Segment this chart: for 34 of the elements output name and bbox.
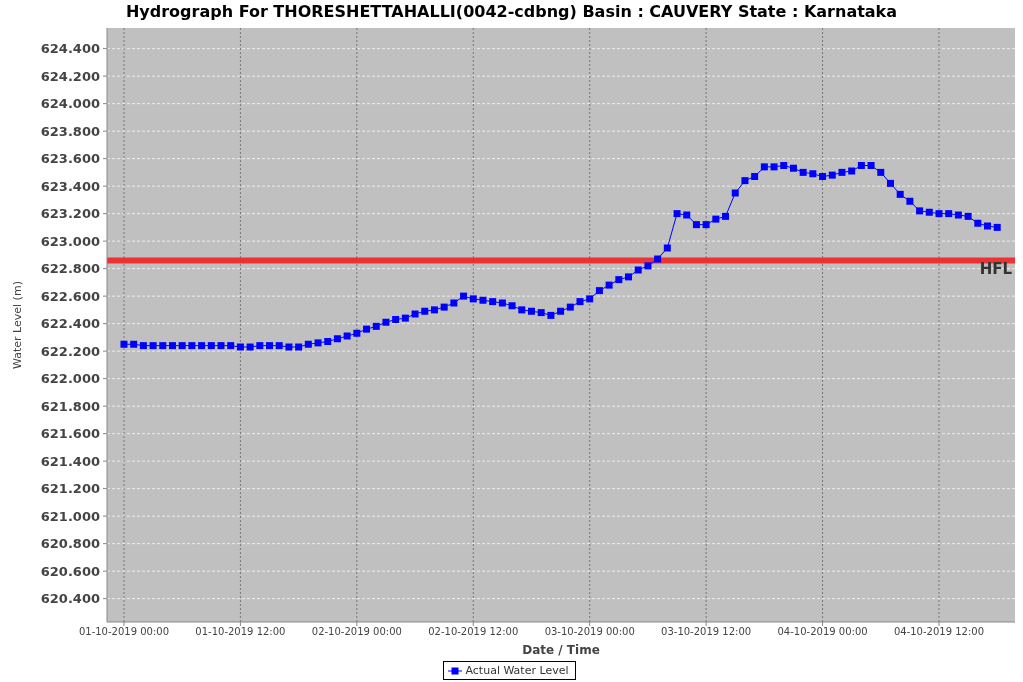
y-tick-label: 622.200 — [40, 343, 100, 359]
y-tick-label: 622.800 — [40, 261, 100, 277]
y-tick-label: 622.000 — [40, 371, 100, 387]
y-tick-label: 621.800 — [40, 398, 100, 414]
x-tick-label: 04-10-2019 12:00 — [893, 626, 985, 638]
ref-line-label: HFL — [979, 260, 1013, 279]
y-tick-label: 622.600 — [40, 288, 100, 304]
y-tick-label: 620.400 — [40, 591, 100, 607]
y-tick-label: 621.000 — [40, 508, 100, 524]
x-tick-label: 02-10-2019 00:00 — [311, 626, 402, 638]
y-tick-label: 620.800 — [40, 536, 100, 552]
x-tick-label: 03-10-2019 12:00 — [661, 626, 752, 638]
x-tick-label: 02-10-2019 12:00 — [428, 626, 519, 638]
y-tick-label: 622.400 — [40, 316, 100, 332]
x-axis-title: Date / Time — [522, 643, 600, 657]
y-tick-label: 624.000 — [40, 96, 100, 112]
legend-label: Actual Water Level — [465, 664, 569, 677]
x-tick-label: 01-10-2019 00:00 — [78, 626, 170, 638]
y-tick-label: 623.000 — [40, 233, 100, 249]
y-axis-title: Water Level (m) — [10, 281, 24, 369]
y-tick-label: 624.400 — [40, 41, 100, 57]
x-tick-label: 01-10-2019 12:00 — [195, 626, 286, 638]
x-tick-label: 04-10-2019 00:00 — [777, 626, 868, 638]
y-tick-label: 621.600 — [40, 426, 100, 442]
y-tick-label: 623.600 — [40, 151, 100, 167]
chart-title: Hydrograph For THORESHETTAHALLI(0042-cdbng) Basin : CAUVERY State : Karnataka — [124, 2, 899, 22]
y-tick-label: 624.200 — [40, 68, 100, 84]
y-tick-label: 621.200 — [40, 481, 100, 497]
y-tick-label: 623.800 — [40, 123, 100, 139]
y-tick-label: 621.400 — [40, 453, 100, 469]
y-tick-label: 623.200 — [40, 206, 100, 222]
y-tick-label: 623.400 — [40, 178, 100, 194]
y-tick-label: 620.600 — [40, 563, 100, 579]
x-tick-label: 03-10-2019 00:00 — [544, 626, 635, 638]
